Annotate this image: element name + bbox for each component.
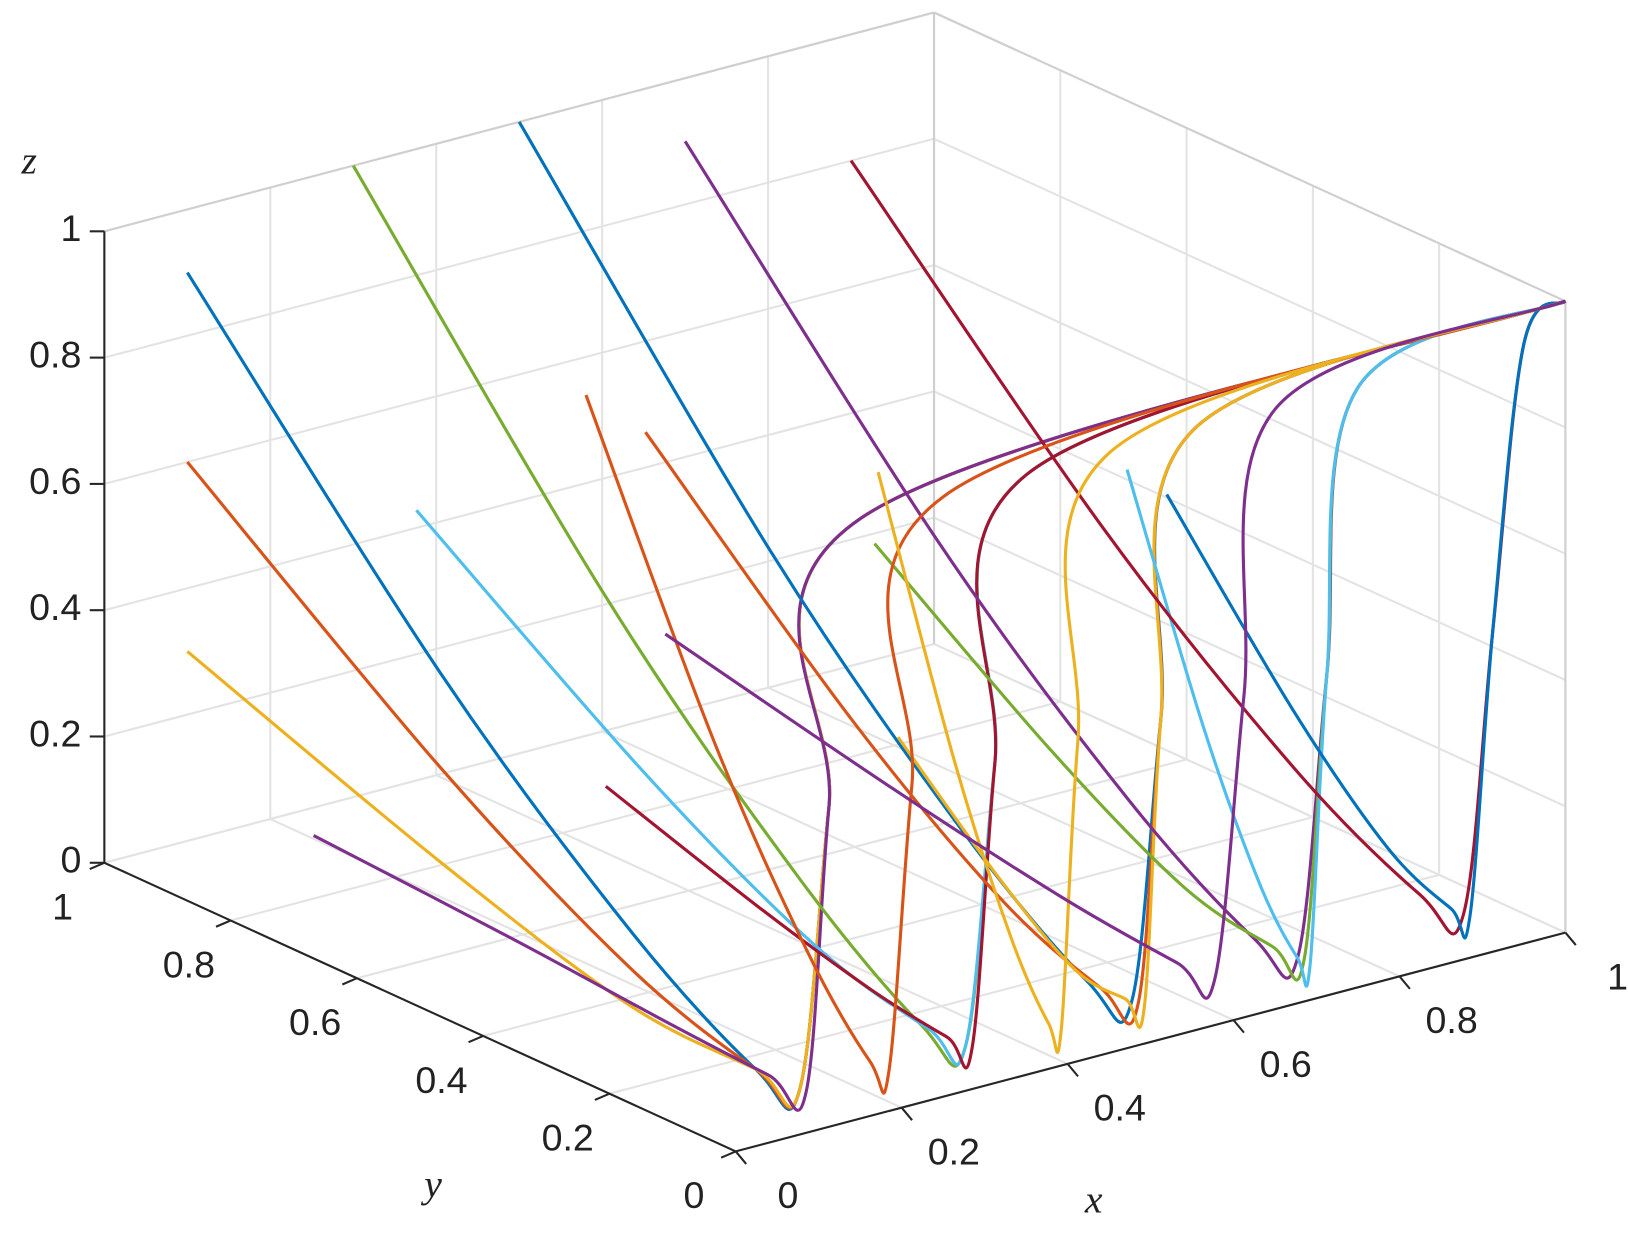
z-tick-label: 0.4 xyxy=(29,586,81,628)
y-tick-label: 0.4 xyxy=(415,1059,467,1101)
z-tick-label: 0 xyxy=(61,839,82,881)
x-tick xyxy=(1564,931,1577,946)
y-tick-label: 0.6 xyxy=(289,1001,341,1043)
z-tick-label: 1 xyxy=(61,207,82,249)
y-tick xyxy=(594,1092,610,1101)
z-tick-label: 0.6 xyxy=(29,460,81,502)
z-tick-label: 0.2 xyxy=(29,712,81,754)
x-tick xyxy=(1232,1019,1245,1034)
grid-line xyxy=(104,137,935,359)
x-tick xyxy=(1066,1063,1079,1078)
trajectory xyxy=(1165,299,1567,940)
y-tick xyxy=(215,919,232,928)
grid-line xyxy=(104,642,935,864)
box-edge xyxy=(104,11,935,233)
grid-line xyxy=(767,686,1400,978)
trajectory xyxy=(186,271,1566,1111)
y-tick xyxy=(341,977,358,986)
trajectory xyxy=(664,299,1566,1000)
x-tick-label: 0.6 xyxy=(1260,1043,1312,1085)
y-axis-label: y xyxy=(420,1162,442,1206)
grid-line xyxy=(356,758,1187,980)
grid-line xyxy=(933,516,1566,808)
trajectory xyxy=(312,299,1566,1112)
x-tick xyxy=(900,1106,913,1121)
grid-line xyxy=(601,730,1234,1022)
x-axis xyxy=(735,931,1566,1153)
grid-line xyxy=(482,816,1314,1037)
x-tick-label: 0.4 xyxy=(1094,1087,1146,1129)
y-tick-label: 0.2 xyxy=(542,1117,594,1159)
x-tick-label: 0.8 xyxy=(1426,999,1478,1041)
plot-area: z y x 0 0.2 0.4 0.6 0.8 1 0 0.2 0.4 0.6 0.8 1 0 0.2 0.… xyxy=(21,11,1628,1222)
trajectory xyxy=(873,299,1567,982)
x-tick xyxy=(734,1150,747,1165)
grid-line xyxy=(933,137,1566,429)
x-tick-label: 1 xyxy=(1607,955,1628,997)
trajectory xyxy=(517,121,1566,1024)
box-edge xyxy=(933,11,1566,303)
y-tick-label: 0 xyxy=(684,1174,705,1216)
y-tick-label: 0.8 xyxy=(163,943,215,985)
grid-line xyxy=(104,390,935,612)
grid-line xyxy=(933,264,1566,555)
z-axis-label: z xyxy=(21,139,37,183)
x-tick xyxy=(1398,975,1411,990)
grid-line xyxy=(230,700,1061,922)
y-axis xyxy=(103,861,737,1153)
y-tick-label: 1 xyxy=(52,886,73,928)
trajectory xyxy=(896,299,1566,1029)
x-tick-label: 0.2 xyxy=(928,1130,980,1172)
grid-line xyxy=(933,643,1566,934)
trajectory xyxy=(186,299,1566,1109)
trajectory xyxy=(1125,299,1567,988)
y-tick xyxy=(468,1034,484,1044)
grid-line xyxy=(104,264,935,485)
trajectory xyxy=(604,299,1566,1070)
x-tick-label: 0 xyxy=(777,1174,798,1216)
grid-line xyxy=(609,873,1440,1095)
x-axis-label: x xyxy=(1084,1178,1103,1222)
z-tick-label: 0.8 xyxy=(29,334,81,376)
trajectory xyxy=(876,299,1566,1054)
y-tick xyxy=(720,1150,737,1159)
grid-line xyxy=(104,516,935,738)
trajectory xyxy=(584,299,1566,1095)
grid-line xyxy=(435,774,1069,1065)
